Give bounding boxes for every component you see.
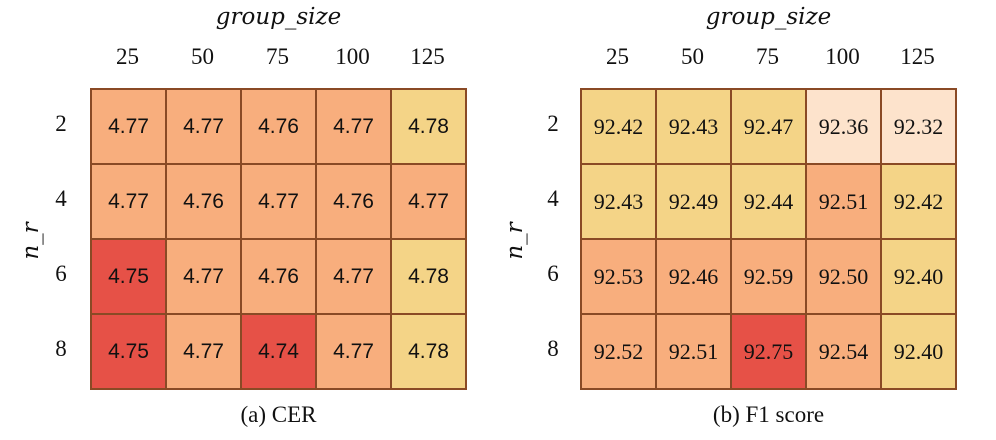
heatmap-cell: 92.49 (656, 164, 731, 239)
heatmap-cell: 4.77 (316, 314, 391, 389)
heatmap-cell: 92.52 (581, 314, 656, 389)
y-axis-label: n_r (502, 222, 528, 260)
heatmap-cell: 4.76 (316, 164, 391, 239)
heatmap-cell: 92.54 (806, 314, 881, 389)
x-tick-label: 50 (681, 44, 704, 69)
heatmap-grid: 4.77 4.77 4.76 4.77 4.78 4.77 4.76 4.77 4.76 4.77… (90, 88, 467, 390)
heatmap-cell: 4.77 (166, 314, 241, 389)
heatmap-cell: 92.47 (731, 89, 806, 164)
heatmap-cell: 4.78 (391, 89, 466, 164)
heatmap-cell: 4.76 (166, 164, 241, 239)
heatmap-cell: 4.77 (316, 239, 391, 314)
y-axis-label: n_r (18, 222, 44, 260)
heatmap-grid: 92.42 92.43 92.47 92.36 92.32 92.43 92.49 92.44… (580, 88, 957, 390)
y-tick-label: 2 (547, 111, 559, 136)
heatmap-cell: 92.32 (881, 89, 956, 164)
heatmap-cell: 92.40 (881, 239, 956, 314)
heatmap-cell: 4.74 (241, 314, 316, 389)
heatmap-cell: 4.77 (316, 89, 391, 164)
heatmap-cell: 92.51 (656, 314, 731, 389)
heatmap-cell: 4.77 (391, 164, 466, 239)
heatmap-cell: 92.59 (731, 239, 806, 314)
x-tick-label: 25 (606, 44, 629, 69)
heatmap-cell: 4.77 (166, 239, 241, 314)
x-tick-label: 75 (756, 44, 779, 69)
heatmap-cell: 4.76 (241, 89, 316, 164)
y-tick-label: 4 (547, 186, 559, 211)
heatmap-cell: 4.75 (91, 239, 166, 314)
x-tick-label: 125 (900, 44, 935, 69)
heatmap-cell: 4.77 (91, 89, 166, 164)
x-tick-label: 125 (410, 44, 445, 69)
heatmap-cell: 4.77 (166, 89, 241, 164)
caption: (a) CER (240, 402, 317, 427)
heatmap-cell: 92.51 (806, 164, 881, 239)
x-tick-label: 100 (825, 44, 860, 69)
heatmap-cell: 92.40 (881, 314, 956, 389)
heatmap-cell: 92.75 (731, 314, 806, 389)
heatmap-cell: 4.78 (391, 314, 466, 389)
heatmap-cell: 92.46 (656, 239, 731, 314)
heatmap-cell: 4.77 (91, 164, 166, 239)
heatmap-cell: 4.78 (391, 239, 466, 314)
heatmap-cell: 92.53 (581, 239, 656, 314)
x-tick-label: 75 (266, 44, 289, 69)
x-tick-label: 25 (116, 44, 139, 69)
x-tick-label: 100 (335, 44, 370, 69)
heatmap-cell: 92.42 (581, 89, 656, 164)
heatmap-cell: 4.75 (91, 314, 166, 389)
heatmap-cell: 92.44 (731, 164, 806, 239)
heatmap-cell: 4.76 (241, 239, 316, 314)
heatmap-cell: 92.43 (581, 164, 656, 239)
heatmap-cell: 92.42 (881, 164, 956, 239)
y-tick-label: 2 (55, 111, 67, 136)
y-tick-label: 6 (547, 261, 559, 286)
heatmap-cell: 92.36 (806, 89, 881, 164)
y-tick-label: 8 (55, 336, 67, 361)
x-tick-label: 50 (191, 44, 214, 69)
x-axis-label: group_size (705, 4, 832, 30)
y-tick-label: 8 (547, 336, 559, 361)
y-tick-label: 4 (55, 186, 67, 211)
heatmap-cell: 92.50 (806, 239, 881, 314)
heatmap-cell: 4.77 (241, 164, 316, 239)
heatmap-cell: 92.43 (656, 89, 731, 164)
x-axis-label: group_size (215, 4, 342, 30)
y-tick-label: 6 (55, 261, 67, 286)
caption: (b) F1 score (712, 402, 825, 427)
